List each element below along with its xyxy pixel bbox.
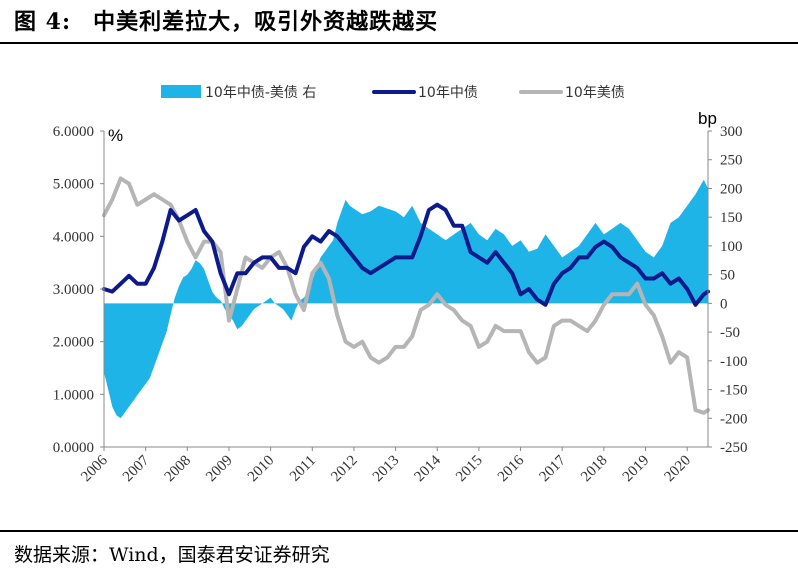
x-tick-label: 2016 — [495, 452, 528, 485]
legend-spread-label: 10年中债-美债 右 — [205, 85, 316, 101]
china-10y-line — [102, 202, 710, 307]
x-tick-label: 2011 — [287, 453, 319, 485]
figure-number: 图 4: — [14, 9, 72, 35]
legend-us-10y-label: 10年美债 — [565, 85, 625, 101]
figure-title-text: 中美利差拉大，吸引外资越跌越买 — [93, 9, 439, 35]
right-tick-label: 250 — [720, 153, 743, 169]
x-tick-label: 2008 — [162, 453, 195, 486]
legend-china-10y-label: 10年中债 — [418, 85, 478, 101]
legend-spread-swatch — [161, 85, 201, 98]
x-tick-label: 2007 — [120, 452, 153, 485]
x-tick-label: 2014 — [412, 452, 445, 485]
right-tick-label: -200 — [720, 411, 748, 427]
x-tick-label: 2018 — [578, 453, 611, 486]
right-tick-label: 300 — [720, 124, 743, 140]
left-tick-label: 4.0000 — [53, 229, 94, 245]
right-tick-label: 100 — [720, 239, 743, 255]
x-tick-label: 2017 — [537, 452, 570, 485]
x-tick-label: 2012 — [328, 453, 361, 486]
x-tick-label: 2015 — [453, 453, 486, 486]
right-tick-label: -250 — [720, 440, 748, 456]
left-tick-label: 0.0000 — [53, 440, 94, 456]
right-tick-label: 150 — [720, 210, 743, 226]
x-tick-label: 2013 — [370, 453, 403, 486]
left-tick-label: 2.0000 — [53, 335, 94, 351]
spread-area-series — [104, 179, 708, 419]
left-tick-label: 3.0000 — [53, 282, 94, 298]
right-tick-label: -150 — [720, 383, 748, 399]
x-tick-label: 2020 — [661, 453, 694, 486]
figure-title: 图 4: 中美利差拉大，吸引外资越跌越买 — [14, 4, 438, 36]
right-tick-label: 50 — [720, 268, 735, 284]
right-tick-label: -100 — [720, 354, 748, 370]
footer-rule — [0, 530, 798, 532]
source-note: 数据来源：Wind，国泰君安证券研究 — [14, 544, 330, 566]
left-tick-label: 1.0000 — [53, 387, 94, 403]
x-tick-label: 2009 — [203, 453, 236, 486]
right-tick-label: 200 — [720, 181, 743, 197]
left-tick-label: 6.0000 — [53, 124, 94, 140]
title-rule — [0, 42, 798, 44]
left-unit-label: % — [108, 126, 123, 145]
right-unit-label: bp — [698, 109, 717, 128]
x-tick-label: 2006 — [78, 452, 111, 485]
x-tick-label: 2019 — [620, 453, 653, 486]
us-10y-line — [102, 176, 710, 415]
x-tick-label: 2010 — [245, 453, 278, 486]
right-tick-label: -50 — [720, 325, 740, 341]
left-tick-label: 5.0000 — [53, 177, 94, 193]
right-tick-label: 0 — [720, 296, 728, 312]
